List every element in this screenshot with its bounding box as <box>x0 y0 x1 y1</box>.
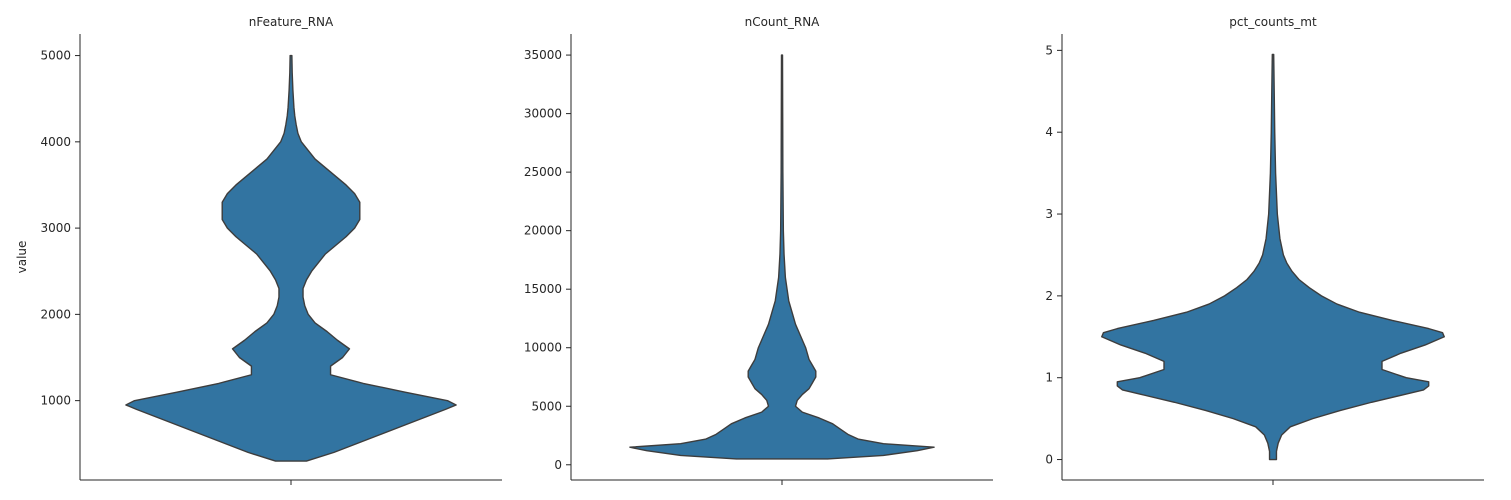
y-tick-label: 2 <box>1045 289 1053 303</box>
panel-title: pct_counts_mt <box>1229 15 1317 29</box>
panel-title: nFeature_RNA <box>249 15 334 29</box>
y-tick-label: 2000 <box>40 307 71 321</box>
y-axis-label: value <box>15 241 29 274</box>
violin-body <box>1101 53 1445 461</box>
y-tick-label: 35000 <box>524 48 562 62</box>
y-tick-label: 10000 <box>524 341 562 355</box>
y-tick-label: 3000 <box>40 221 71 235</box>
y-tick-label: 0 <box>554 458 562 472</box>
y-tick-label: 0 <box>1045 453 1053 467</box>
violin-body <box>629 54 935 460</box>
y-tick-label: 5 <box>1045 43 1053 57</box>
y-tick-label: 1 <box>1045 371 1053 385</box>
panel-pct-counts-mt: 0 1 2 3 4 5 pct_counts_mt <box>1045 15 1484 485</box>
y-tick-label: 4000 <box>40 135 71 149</box>
y-tick-label: 25000 <box>524 165 562 179</box>
y-tick-label: 1000 <box>40 394 71 408</box>
y-tick-label: 4 <box>1045 125 1053 139</box>
y-tick-label: 3 <box>1045 207 1053 221</box>
y-tick-label: 30000 <box>524 107 562 121</box>
panel-title: nCount_RNA <box>745 15 821 29</box>
y-tick-label: 5000 <box>531 399 562 413</box>
y-tick-label: 15000 <box>524 282 562 296</box>
violin-body <box>125 54 457 462</box>
y-tick-label: 5000 <box>40 49 71 63</box>
panel-ncount-rna: 0 5000 10000 15000 20000 25000 30000 35000 nCoun… <box>524 15 993 485</box>
y-tick-label: 20000 <box>524 224 562 238</box>
